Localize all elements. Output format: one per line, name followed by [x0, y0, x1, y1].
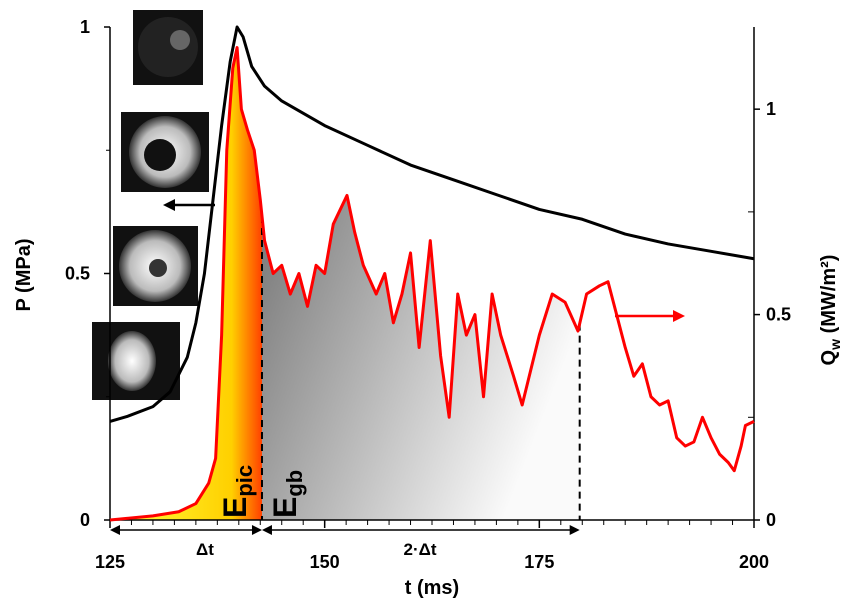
interval-label: 2·Δt — [404, 540, 437, 559]
y-axis-label: P (MPa) — [13, 239, 35, 312]
x-tick-label: 125 — [95, 552, 125, 572]
energy-label-sub: pic — [232, 465, 257, 497]
y2-tick-label: 0.5 — [766, 305, 791, 325]
x-tick-label: 200 — [739, 552, 769, 572]
energy-label: Epic — [217, 465, 257, 518]
arrow-head — [251, 525, 262, 535]
y-tick-label: 1 — [80, 17, 90, 37]
y-tick-label: 0.5 — [65, 264, 90, 284]
egb-area — [261, 195, 580, 521]
energy-label-sub: gb — [282, 470, 307, 497]
energy-label: Egb — [267, 470, 307, 518]
x-tick-label: 175 — [524, 552, 554, 572]
series-line — [109, 46, 755, 522]
arrow-head — [261, 525, 272, 535]
x-tick-label: 150 — [310, 552, 340, 572]
arrow-head — [569, 525, 580, 535]
interval-label: Δt — [196, 540, 214, 559]
y-tick-label: 0 — [80, 510, 90, 530]
y2-axis-label: Qw (MW/m²) — [818, 255, 843, 366]
energy-label-main: E — [217, 497, 253, 518]
photos — [92, 10, 209, 400]
energy-label-main: E — [267, 497, 303, 518]
x-axis-label: t (ms) — [405, 577, 459, 599]
direction-arrows — [163, 199, 685, 322]
y2-tick-label: 0 — [766, 510, 776, 530]
epic-area — [110, 47, 262, 521]
y2-tick-label: 1 — [766, 99, 776, 119]
series-line — [109, 25, 755, 423]
arrow-head — [110, 525, 120, 535]
